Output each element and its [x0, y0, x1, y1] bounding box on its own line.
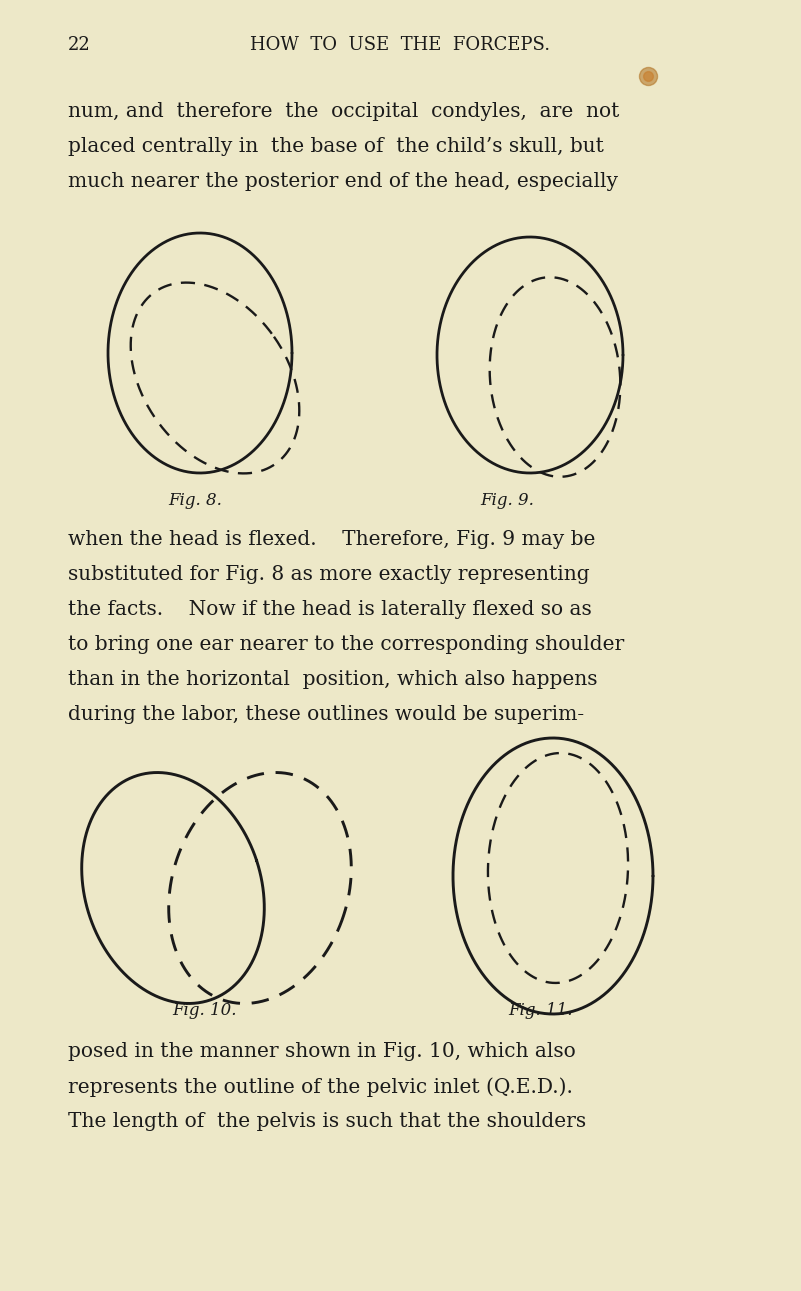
Text: much nearer the posterior end of the head, especially: much nearer the posterior end of the hea… [68, 172, 618, 191]
Text: to bring one ear nearer to the corresponding shoulder: to bring one ear nearer to the correspon… [68, 635, 624, 655]
Text: during the labor, these outlines would be superim-: during the labor, these outlines would b… [68, 705, 584, 724]
Text: Fig. 9.: Fig. 9. [480, 492, 534, 509]
Text: substituted for Fig. 8 as more exactly representing: substituted for Fig. 8 as more exactly r… [68, 565, 590, 584]
Text: than in the horizontal  position, which also happens: than in the horizontal position, which a… [68, 670, 598, 689]
Text: when the head is flexed.    Therefore, Fig. 9 may be: when the head is flexed. Therefore, Fig.… [68, 531, 595, 549]
Text: represents the outline of the pelvic inlet (Q.E.D.).: represents the outline of the pelvic inl… [68, 1077, 573, 1096]
Text: HOW  TO  USE  THE  FORCEPS.: HOW TO USE THE FORCEPS. [250, 36, 550, 54]
Text: Fig. 8.: Fig. 8. [168, 492, 222, 509]
Text: placed centrally in  the base of  the child’s skull, but: placed centrally in the base of the chil… [68, 137, 604, 156]
Text: Fig. 10.: Fig. 10. [172, 1002, 236, 1019]
Text: the facts.    Now if the head is laterally flexed so as: the facts. Now if the head is laterally … [68, 600, 592, 618]
Text: The length of  the pelvis is such that the shoulders: The length of the pelvis is such that th… [68, 1112, 586, 1131]
Text: num, and  therefore  the  occipital  condyles,  are  not: num, and therefore the occipital condyle… [68, 102, 619, 121]
Text: posed in the manner shown in Fig. 10, which also: posed in the manner shown in Fig. 10, wh… [68, 1042, 576, 1061]
Text: Fig. 11.: Fig. 11. [508, 1002, 573, 1019]
Text: 22: 22 [68, 36, 91, 54]
